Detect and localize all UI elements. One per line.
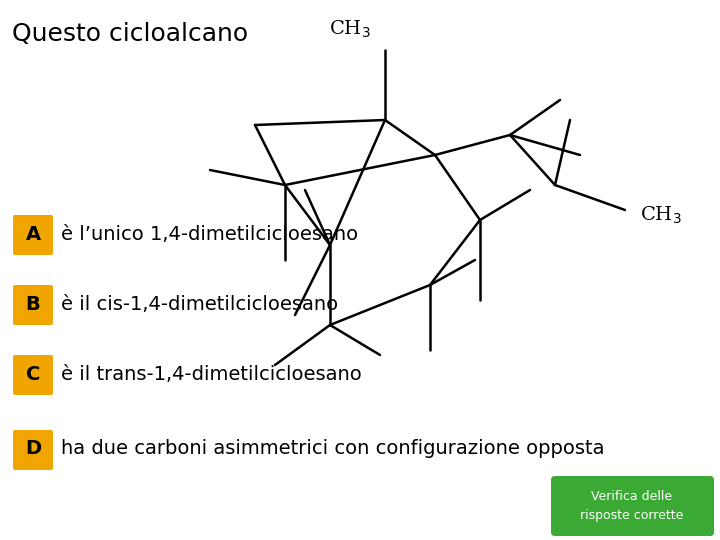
FancyBboxPatch shape	[13, 215, 53, 255]
Text: A: A	[25, 225, 40, 244]
FancyBboxPatch shape	[13, 430, 53, 470]
FancyBboxPatch shape	[13, 285, 53, 325]
Text: è il cis-1,4-dimetilcicloesano: è il cis-1,4-dimetilcicloesano	[61, 294, 338, 314]
Text: Verifica delle
risposte corrette: Verifica delle risposte corrette	[580, 490, 684, 522]
Text: C: C	[26, 364, 40, 383]
Text: CH$_3$: CH$_3$	[640, 204, 682, 226]
FancyBboxPatch shape	[13, 355, 53, 395]
Text: Questo cicloalcano: Questo cicloalcano	[12, 22, 248, 46]
Text: D: D	[25, 440, 41, 458]
Text: CH$_3$: CH$_3$	[329, 19, 371, 40]
FancyBboxPatch shape	[551, 476, 714, 536]
Text: ha due carboni asimmetrici con configurazione opposta: ha due carboni asimmetrici con configura…	[61, 440, 605, 458]
Text: è il trans-1,4-dimetilcicloesano: è il trans-1,4-dimetilcicloesano	[61, 364, 361, 383]
Text: B: B	[26, 294, 40, 314]
Text: è l’unico 1,4-dimetilcicloesano: è l’unico 1,4-dimetilcicloesano	[61, 225, 358, 244]
